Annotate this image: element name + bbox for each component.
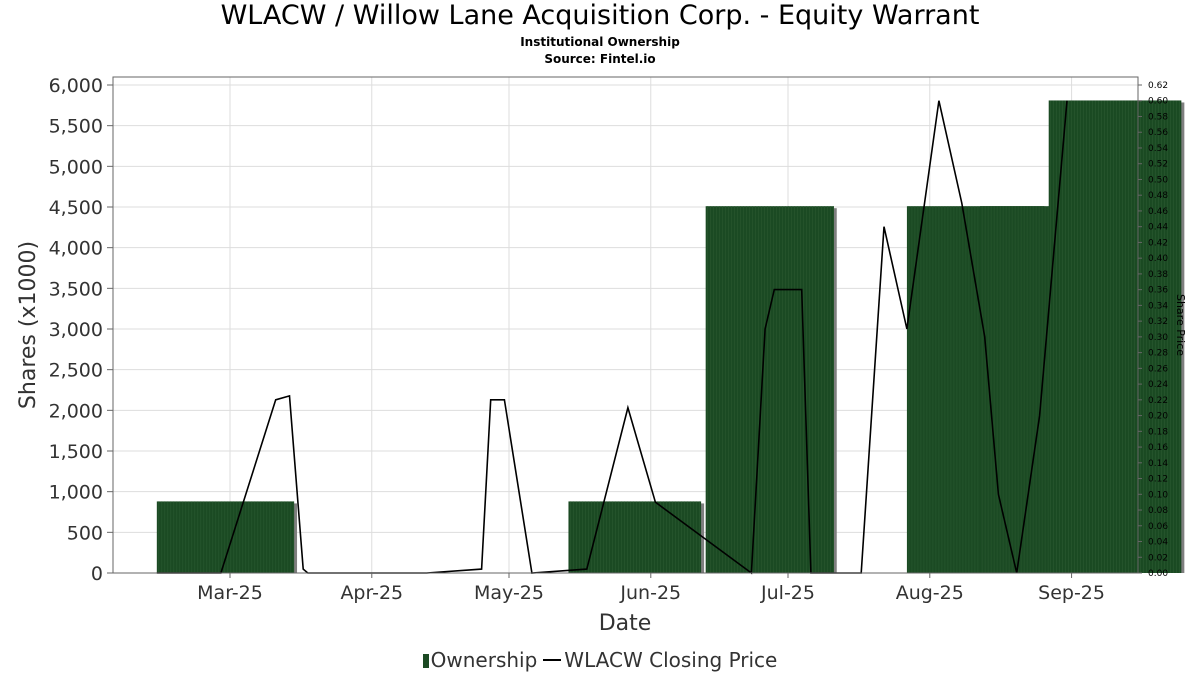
y-axis-ticks: 0 500 1,000 1,500 2,000 2,500 3,000 3,500 4,000 4… — [49, 75, 113, 585]
x-tick-label: Jul-25 — [760, 582, 815, 604]
x-tick-label: Jun-25 — [619, 582, 681, 604]
y2-tick-label: 0.42 — [1148, 238, 1168, 248]
x-tick-label: Sep-25 — [1038, 582, 1105, 604]
y2-tick-label: 0.08 — [1148, 506, 1168, 516]
y2-tick-label: 0.18 — [1148, 427, 1168, 437]
y2-tick-label: 0.20 — [1148, 412, 1168, 422]
chart-subtitle: Institutional Ownership — [520, 35, 680, 49]
y2-tick-label: 0.24 — [1148, 380, 1168, 390]
y2-tick-label: 0.50 — [1148, 175, 1168, 185]
price-legend-swatch — [543, 659, 562, 661]
y2-axis-label: Share Price — [1174, 294, 1187, 356]
y2-tick-label: 0.52 — [1148, 160, 1168, 170]
y2-tick-label: 0.02 — [1148, 553, 1168, 563]
x-axis-label: Date — [599, 611, 652, 636]
ownership-bar — [568, 501, 702, 573]
ownership-chart: 0 500 1,000 1,500 2,000 2,500 3,000 3,500 4,000 4… — [16, 75, 1187, 636]
y2-tick-label: 0.58 — [1148, 112, 1168, 122]
y-tick-label: 5,000 — [49, 156, 103, 178]
y-tick-label: 2,500 — [49, 360, 103, 382]
chart-title: WLACW / Willow Lane Acquisition Corp. - … — [220, 0, 980, 31]
x-tick-label: Aug-25 — [896, 582, 964, 604]
x-tick-label: May-25 — [474, 582, 544, 604]
y2-tick-label: 0.22 — [1148, 396, 1168, 406]
y2-tick-label: 0.04 — [1148, 538, 1168, 548]
y-tick-label: 6,000 — [49, 75, 103, 97]
y2-tick-label: 0.46 — [1148, 207, 1168, 217]
y-tick-label: 4,000 — [49, 238, 103, 260]
x-tick-label: Mar-25 — [197, 582, 263, 604]
y2-tick-label: 0.62 — [1148, 81, 1168, 91]
y2-tick-label: 0.12 — [1148, 475, 1168, 485]
y2-tick-label: 0.10 — [1148, 490, 1168, 500]
y2-tick-label: 0.48 — [1148, 191, 1168, 201]
y2-tick-label: 0.60 — [1148, 97, 1168, 107]
y2-tick-label: 0.28 — [1148, 349, 1168, 359]
ownership-legend-label: Ownership — [430, 648, 538, 672]
y-tick-label: 4,500 — [49, 197, 103, 219]
price-legend-label: WLACW Closing Price — [564, 648, 778, 672]
ownership-legend-swatch — [422, 654, 429, 668]
chart-source: Source: Fintel.io — [544, 52, 656, 66]
y2-tick-label: 0.00 — [1148, 569, 1168, 579]
y-tick-label: 2,000 — [49, 400, 103, 422]
y2-tick-label: 0.38 — [1148, 270, 1168, 280]
y2-axis-ticks: 0.00 0.02 0.04 0.06 0.08 0.10 0.12 0.14 0.16 0.18… — [1138, 81, 1168, 579]
x-axis-ticks: Mar-25 Apr-25 May-25 Jun-25 Jul-25 Aug-25 Sep-… — [197, 573, 1105, 604]
y2-tick-label: 0.44 — [1148, 223, 1168, 233]
y2-tick-label: 0.34 — [1148, 301, 1168, 311]
y2-tick-label: 0.30 — [1148, 333, 1168, 343]
x-tick-label: Apr-25 — [340, 582, 403, 604]
plot-frame — [112, 76, 1139, 574]
y2-tick-label: 0.40 — [1148, 254, 1168, 264]
ownership-bar — [705, 206, 834, 574]
ownership-bar — [156, 501, 295, 573]
y-tick-label: 1,000 — [49, 482, 103, 504]
chart-legend: Ownership WLACW Closing Price — [0, 648, 1200, 672]
y2-tick-label: 0.56 — [1148, 128, 1168, 138]
y-tick-label: 1,500 — [49, 441, 103, 463]
y-tick-label: 5,500 — [49, 116, 103, 138]
y2-tick-label: 0.26 — [1148, 364, 1168, 374]
y2-tick-label: 0.14 — [1148, 459, 1168, 469]
y-tick-label: 0 — [91, 563, 103, 585]
ownership-bars — [156, 100, 1185, 574]
y-tick-label: 3,500 — [49, 278, 103, 300]
y-tick-label: 500 — [67, 522, 103, 544]
y2-tick-label: 0.16 — [1148, 443, 1168, 453]
y-axis-label: Shares (x1000) — [16, 241, 41, 409]
y2-tick-label: 0.54 — [1148, 144, 1168, 154]
y-tick-label: 3,000 — [49, 319, 103, 341]
y2-tick-label: 0.36 — [1148, 286, 1168, 296]
ownership-bar — [1048, 100, 1182, 573]
y2-tick-label: 0.32 — [1148, 317, 1168, 327]
y2-tick-label: 0.06 — [1148, 522, 1168, 532]
